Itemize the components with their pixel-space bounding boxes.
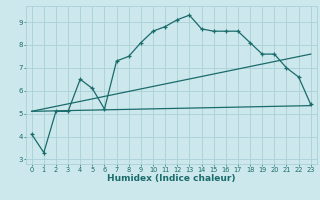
X-axis label: Humidex (Indice chaleur): Humidex (Indice chaleur) [107,174,236,183]
